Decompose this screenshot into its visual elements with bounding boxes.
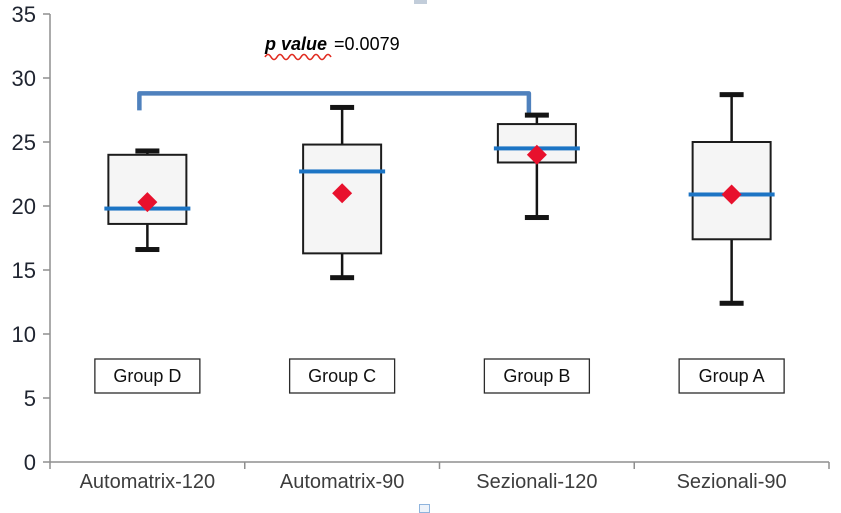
y-tick-label: 15 bbox=[12, 258, 36, 283]
y-tick-label: 0 bbox=[24, 450, 36, 475]
mean-diamond-marker bbox=[526, 144, 547, 165]
y-tick-label: 10 bbox=[12, 322, 36, 347]
whisker-cap-top bbox=[524, 112, 549, 118]
p-value-number: =0.0079 bbox=[334, 34, 400, 54]
group-label-box bbox=[483, 358, 591, 394]
group-label-text: Group C bbox=[308, 366, 376, 386]
median-line bbox=[299, 169, 386, 174]
mean-diamond-marker bbox=[332, 183, 353, 204]
p-value-text: p value =0.0079 bbox=[264, 34, 400, 54]
whisker-cap-bottom bbox=[135, 247, 160, 253]
x-category-label: Sezionali-90 bbox=[677, 471, 787, 493]
group-label-text: Group B bbox=[503, 366, 570, 386]
x-category-label: Sezionali-120 bbox=[476, 471, 597, 493]
whisker-cap-top bbox=[719, 92, 744, 98]
resize-handle-bottom[interactable] bbox=[419, 504, 430, 513]
whisker-cap-top bbox=[330, 104, 355, 110]
mean-diamond-marker bbox=[137, 192, 158, 213]
y-tick-label: 30 bbox=[12, 66, 36, 91]
y-tick-label: 5 bbox=[24, 386, 36, 411]
group-label-box bbox=[678, 358, 785, 394]
group-label-box bbox=[94, 358, 201, 394]
whisker-cap-bottom bbox=[330, 275, 355, 281]
y-tick-label: 20 bbox=[12, 194, 36, 219]
resize-handle-top[interactable] bbox=[414, 0, 427, 4]
whisker-cap-bottom bbox=[524, 215, 549, 221]
mean-diamond-marker bbox=[721, 184, 742, 205]
p-value-label: p value bbox=[264, 34, 327, 54]
box-rect bbox=[107, 153, 188, 225]
significance-bracket bbox=[137, 91, 532, 115]
x-category-label: Automatrix-120 bbox=[80, 471, 216, 493]
group-label-box bbox=[288, 358, 396, 394]
y-tick-label: 35 bbox=[12, 2, 36, 27]
whisker-cap-bottom bbox=[719, 300, 744, 306]
x-category-label: Automatrix-90 bbox=[280, 471, 405, 493]
whisker-cap-top bbox=[135, 148, 160, 154]
y-tick-label: 25 bbox=[12, 130, 36, 155]
spellcheck-underline-icon bbox=[264, 53, 332, 61]
group-label-text: Group D bbox=[113, 366, 181, 386]
group-label-text: Group A bbox=[699, 366, 765, 386]
